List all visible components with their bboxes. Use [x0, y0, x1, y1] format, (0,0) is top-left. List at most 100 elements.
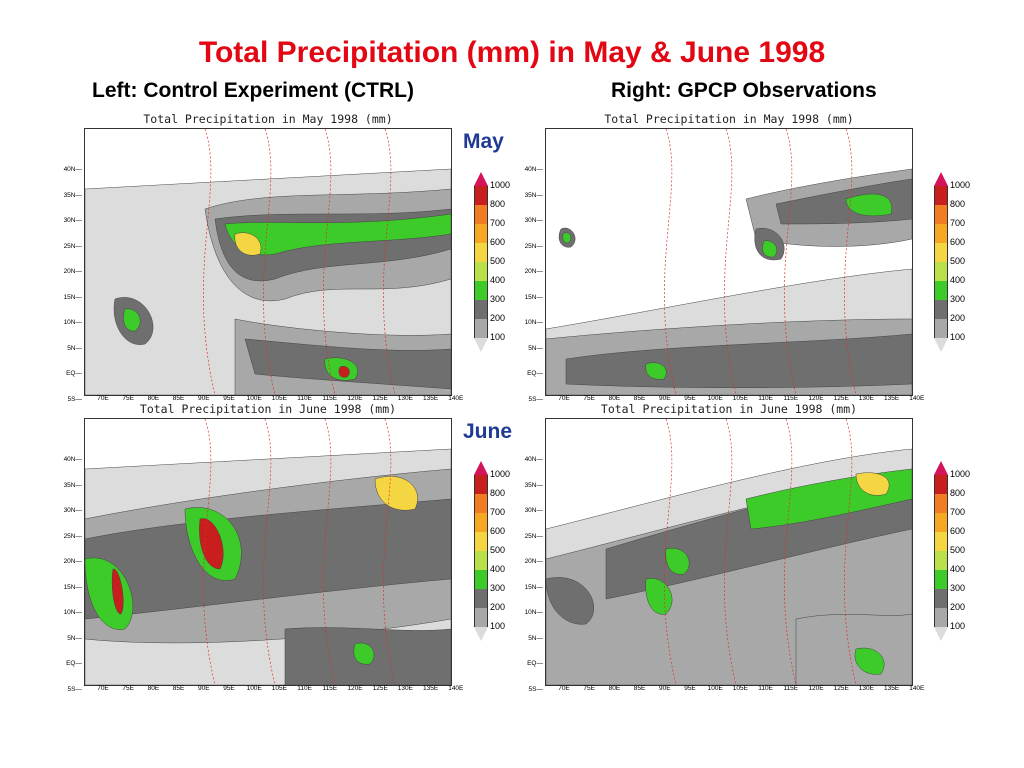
colorbar-bottom-arrow: [934, 627, 948, 641]
colorbar-label: 1000: [490, 469, 511, 479]
colorbar-label: 1000: [950, 180, 971, 190]
colorbar-swatch: [474, 300, 488, 319]
precip-contour-region: [234, 232, 262, 256]
lon-tick-label: 75E: [122, 395, 134, 402]
colorbar-swatch: [474, 551, 488, 570]
colorbar-label: 700: [950, 507, 966, 517]
colorbar-swatch: [474, 532, 488, 551]
lon-tick-label: 70E: [97, 685, 109, 692]
lat-tick-label: 15N—: [524, 583, 543, 591]
lon-tick-label: 110E: [297, 685, 312, 692]
lon-tick-label: 85E: [172, 395, 185, 402]
colorbar-swatch: [474, 608, 488, 627]
lat-tick-label: 10N—: [524, 319, 543, 326]
lon-tick-label: 135E: [423, 685, 439, 692]
country-border-line: [844, 419, 857, 685]
lat-tick-label: 35N—: [63, 481, 82, 489]
precip-contour-region: [645, 362, 667, 380]
lon-tick-label: 85E: [633, 685, 646, 692]
country-border-line: [263, 419, 276, 685]
colorbar-label: 500: [950, 545, 966, 555]
lon-tick-label: 70E: [558, 395, 570, 402]
colorbar-swatch: [934, 513, 948, 532]
country-border-line: [383, 419, 396, 685]
lon-tick-label: 115E: [322, 395, 338, 402]
country-border-line: [664, 419, 677, 685]
lon-tick-label: 140E: [909, 395, 925, 402]
lon-tick-label: 105E: [732, 395, 748, 402]
lon-tick-label: 125E: [372, 685, 388, 692]
lon-tick-label: 105E: [271, 685, 287, 692]
lon-tick-label: 130E: [397, 395, 413, 402]
lat-tick-label: 5S—: [67, 685, 82, 693]
precip-contour-region: [762, 240, 778, 258]
lon-tick-label: 70E: [558, 685, 570, 692]
lon-tick-label: 115E: [783, 685, 799, 692]
colorbar-label: 400: [490, 564, 506, 574]
lat-tick-label: 25N—: [63, 242, 82, 250]
country-border-line: [784, 129, 797, 395]
lat-tick-label: 25N—: [63, 532, 82, 540]
panel-title: Total Precipitation in May 1998 (mm): [604, 112, 854, 126]
precip-contour-region: [123, 308, 141, 332]
colorbar-swatch: [934, 319, 948, 338]
colorbar-gpcp-june: 1000 800 700 600 500 400 300 200 100: [934, 461, 996, 651]
colorbar-label: 200: [490, 313, 506, 323]
lat-tick-label: 30N—: [524, 217, 543, 224]
lon-tick-label: 95E: [223, 395, 235, 402]
colorbar-swatch: [474, 494, 488, 513]
country-border-line: [203, 419, 216, 685]
lon-tick-label: 95E: [223, 685, 235, 692]
lon-tick-label: 80E: [147, 395, 160, 402]
right-subtitle: Right: GPCP Observations: [611, 79, 877, 102]
lat-tick-label: 5S—: [528, 685, 543, 693]
colorbar-label: 400: [490, 275, 506, 285]
colorbar-top-arrow: [934, 461, 948, 475]
colorbar-top-arrow: [474, 172, 488, 186]
country-border-line: [844, 129, 857, 395]
country-border-line: [203, 129, 216, 395]
colorbar-label: 500: [490, 545, 506, 555]
precip-contour-region: [338, 366, 350, 378]
country-border-line: [323, 129, 336, 395]
precip-contour-region: [562, 232, 572, 244]
lat-tick-label: 5S—: [67, 395, 82, 403]
colorbar-label: 800: [490, 199, 506, 209]
lon-tick-label: 85E: [633, 395, 646, 402]
colorbar-swatch: [934, 281, 948, 300]
colorbar-ctrl-may: 1000 800 700 600 500 400 300 200 100: [474, 172, 536, 362]
lon-tick-label: 125E: [833, 395, 849, 402]
precip-map: [545, 418, 913, 686]
lon-tick-label: 100E: [707, 395, 723, 402]
lat-tick-label: EQ—: [527, 370, 543, 377]
lon-tick-label: 135E: [884, 395, 900, 402]
lon-tick-label: 75E: [122, 685, 134, 692]
colorbar-label: 600: [490, 526, 506, 536]
lat-tick-label: 40N—: [63, 166, 82, 173]
colorbar-label: 100: [950, 332, 966, 342]
colorbar-swatch: [934, 551, 948, 570]
lon-tick-label: 110E: [758, 685, 773, 692]
colorbar-swatch: [934, 589, 948, 608]
colorbar-gpcp-may: 1000 800 700 600 500 400 300 200 100: [934, 172, 996, 362]
lat-tick-label: 5N—: [528, 344, 543, 352]
panel-ctrl-june: Total Precipitation in June 1998 (mm) 40…: [64, 402, 464, 698]
country-border-line: [383, 129, 396, 395]
lon-tick-label: 125E: [372, 395, 388, 402]
colorbar-bottom-arrow: [934, 338, 948, 352]
panel-title: Total Precipitation in May 1998 (mm): [143, 112, 393, 126]
lon-tick-label: 105E: [271, 395, 287, 402]
lon-tick-label: 140E: [448, 685, 464, 692]
row-label-may: May: [463, 130, 504, 153]
lat-tick-label: EQ—: [66, 370, 82, 377]
colorbar-swatch: [474, 319, 488, 338]
lon-tick-label: 80E: [608, 685, 621, 692]
panel-title: Total Precipitation in June 1998 (mm): [600, 402, 858, 416]
colorbar-swatch: [474, 205, 488, 224]
lat-tick-label: 10N—: [63, 609, 82, 616]
lon-tick-label: 110E: [758, 395, 773, 402]
slide-title: Total Precipitation (mm) in May & June 1…: [198, 36, 826, 69]
lon-tick-label: 75E: [583, 395, 595, 402]
colorbar-top-arrow: [474, 461, 488, 475]
colorbar-label: 300: [490, 294, 506, 304]
